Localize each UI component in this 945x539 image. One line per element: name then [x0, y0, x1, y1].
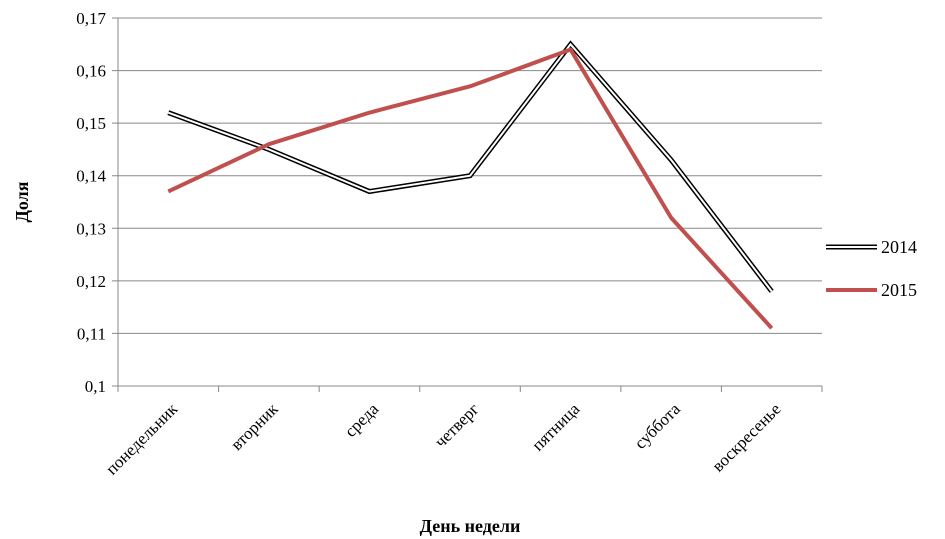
series-line-outer [167, 40, 774, 293]
series-line [167, 47, 774, 330]
x-tick-label: пятница [528, 399, 584, 455]
y-tick-label: 0,17 [76, 9, 106, 28]
x-tick-label: воскресенье [708, 399, 784, 475]
y-tick-label: 0,13 [76, 219, 106, 238]
legend-item-2014: 2014 [826, 237, 917, 257]
y-tick-label: 0,11 [77, 324, 106, 343]
y-tick-label: 0,14 [76, 167, 106, 186]
legend: 2014 2015 [826, 237, 917, 300]
x-tick-label: понедельник [102, 399, 182, 479]
y-tick-label: 0,1 [85, 377, 106, 396]
y-tick-label: 0,12 [76, 272, 106, 291]
x-axis-ticks: понедельник вторник среда четверг пятница суб… [102, 399, 785, 479]
y-axis-ticks: 0,1 0,11 0,12 0,13 0,14 0,15 0,16 0,17 [76, 9, 106, 396]
x-axis-title: День недели [420, 516, 521, 536]
grid-lines [112, 17, 823, 392]
y-tick-label: 0,15 [76, 114, 106, 133]
series-2015 [167, 47, 774, 330]
x-tick-label: четверг [431, 399, 483, 451]
legend-label-2014: 2014 [881, 237, 917, 257]
x-tick-label: суббота [631, 399, 685, 453]
y-tick-label: 0,16 [76, 62, 106, 81]
y-axis-title: Доля [12, 181, 32, 222]
legend-label-2015: 2015 [881, 280, 917, 300]
x-tick-label: вторник [227, 399, 282, 454]
x-tick-label: среда [341, 399, 383, 441]
series-lines [167, 40, 774, 330]
series-line-inner [167, 42, 773, 292]
legend-item-2015: 2015 [826, 280, 917, 300]
series-2014 [167, 40, 774, 293]
